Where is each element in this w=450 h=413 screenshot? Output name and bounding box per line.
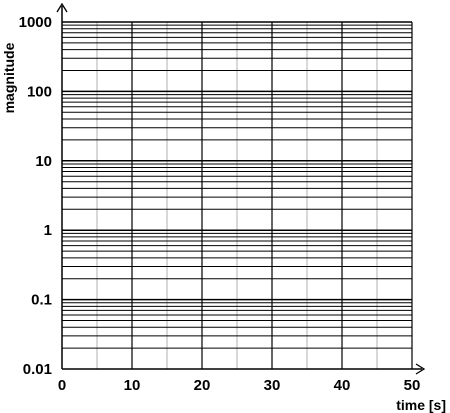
y-tick-label: 0.01 xyxy=(23,361,52,378)
x-tick-label: 0 xyxy=(58,377,66,394)
x-axis-title: time [s] xyxy=(396,397,446,413)
grid-minor-vertical xyxy=(96,22,378,369)
x-tick-label: 20 xyxy=(194,377,211,394)
y-tick-label: 1 xyxy=(44,222,52,239)
x-tick-labels: 0 10 20 30 40 50 xyxy=(58,377,421,394)
y-tick-labels: 0.01 0.1 1 10 100 1000 xyxy=(19,14,52,378)
grid-horizontal xyxy=(62,21,412,349)
x-tick-label: 10 xyxy=(124,377,141,394)
x-tick-label: 50 xyxy=(404,377,421,394)
y-tick-label: 100 xyxy=(27,83,52,100)
x-tick-label: 40 xyxy=(334,377,351,394)
y-tick-label: 0.1 xyxy=(31,292,52,309)
x-tick-label: 30 xyxy=(264,377,281,394)
y-axis-title: magnitude xyxy=(1,42,17,113)
x-axis-arrowhead xyxy=(415,363,426,375)
y-axis-arrowhead xyxy=(56,2,68,13)
y-tick-label: 10 xyxy=(35,153,52,170)
grid-major-vertical xyxy=(131,22,413,369)
y-tick-label: 1000 xyxy=(19,14,52,31)
